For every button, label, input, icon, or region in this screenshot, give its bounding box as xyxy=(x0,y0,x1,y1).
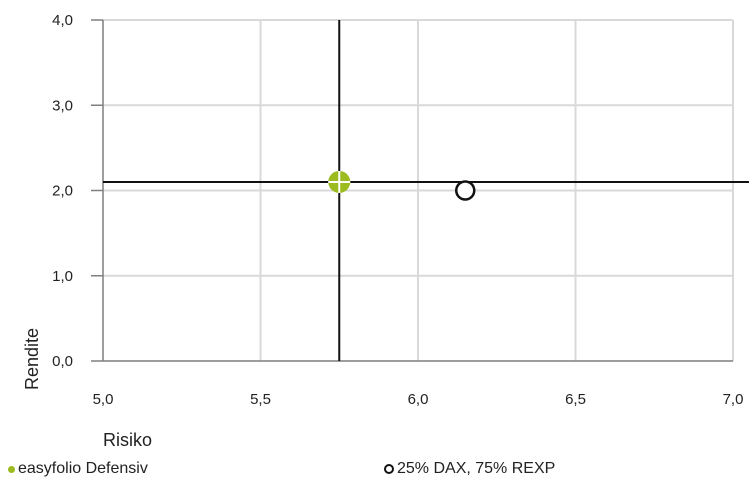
axis-layer: 5,0 5,5 6,0 6,5 7,0 0,0 1,0 2,0 3,0 4,0 xyxy=(52,12,743,408)
legend-label-series-1: easyfolio Defensiv xyxy=(18,460,148,477)
x-axis-title: Risiko xyxy=(103,430,152,450)
y-tick-label: 3,0 xyxy=(52,97,73,114)
legend-item-series-2: 25% DAX, 75% REXP xyxy=(384,460,555,478)
legend-marker-series-1 xyxy=(8,465,15,473)
x-tick-label: 7,0 xyxy=(723,391,744,408)
y-tick-label: 2,0 xyxy=(52,183,73,200)
grid-layer xyxy=(103,19,734,361)
y-axis-title: Rendite xyxy=(22,328,42,390)
data-point-series-2 xyxy=(455,180,476,201)
y-tick-label: 4,0 xyxy=(52,12,73,29)
x-tick-label: 6,5 xyxy=(565,391,586,408)
legend-marker-series-2 xyxy=(384,464,394,474)
legend-label-series-2: 25% DAX, 75% REXP xyxy=(397,460,556,477)
y-tick-label: 1,0 xyxy=(52,268,73,285)
legend-item-series-1: easyfolio Defensiv xyxy=(8,460,148,478)
x-tick-label: 5,5 xyxy=(250,391,271,408)
point-layer xyxy=(328,170,476,201)
x-tick-label: 6,0 xyxy=(408,391,429,408)
x-tick-label: 5,0 xyxy=(93,391,114,408)
y-tick-label: 0,0 xyxy=(52,353,73,370)
